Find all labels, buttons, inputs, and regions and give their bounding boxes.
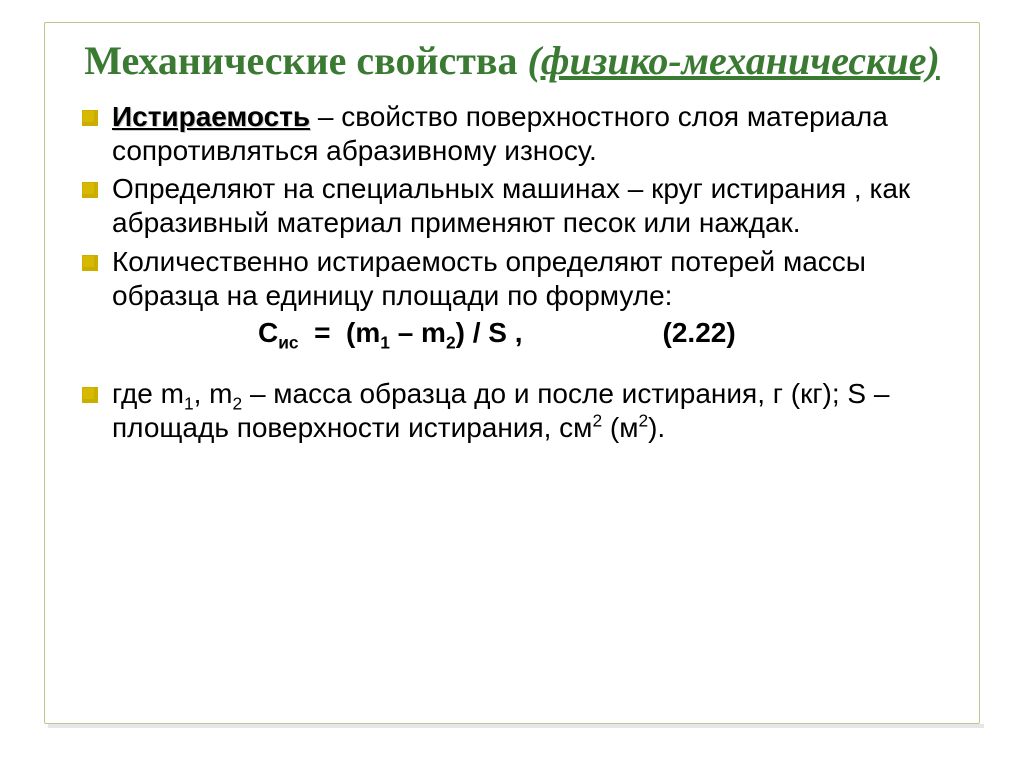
formula-rhs-sub1: 1 xyxy=(380,333,390,353)
formula-rhs-prefix: = (m xyxy=(299,317,381,348)
slide: Механические свойства (физико-механическ… xyxy=(0,0,1024,768)
term-istiraemost: Истираемость xyxy=(112,101,310,132)
frame-shadow xyxy=(48,724,984,728)
formula-rhs-mid: – m xyxy=(390,317,446,348)
formula-lhs: Сис xyxy=(258,317,299,349)
seg: , m xyxy=(194,378,233,409)
formula: Сис = (m1 – m2) / S , (2.22) xyxy=(258,317,956,349)
title-italic: (физико-механические) xyxy=(528,38,940,83)
list-item: Определяют на специальных машинах – круг… xyxy=(78,172,956,240)
sup: 2 xyxy=(592,411,602,431)
sub: 1 xyxy=(184,394,194,414)
sub: 2 xyxy=(233,394,243,414)
bullet-text: где m1, m2 – масса образца до и после ис… xyxy=(112,378,889,443)
formula-eq-number: (2.22) xyxy=(663,317,736,349)
formula-lhs-sub: ис xyxy=(278,333,298,353)
list-item: Истираемость – свойство поверхностного с… xyxy=(78,100,956,168)
bullet-list-2: где m1, m2 – масса образца до и после ис… xyxy=(78,377,956,445)
formula-lhs-base: С xyxy=(258,317,278,348)
bullet-text: Определяют на специальных машинах – круг… xyxy=(112,173,910,238)
sup: 2 xyxy=(638,411,648,431)
formula-rhs-suffix: ) / S , xyxy=(456,317,523,348)
slide-content: Истираемость – свойство поверхностного с… xyxy=(78,100,956,445)
bullet-list: Истираемость – свойство поверхностного с… xyxy=(78,100,956,313)
list-item: где m1, m2 – масса образца до и после ис… xyxy=(78,377,956,445)
bullet-text: Количественно истираемость определяют по… xyxy=(112,246,866,311)
spacer xyxy=(78,353,956,377)
list-item: Количественно истираемость определяют по… xyxy=(78,245,956,313)
seg: где m xyxy=(112,378,184,409)
formula-rhs-sub2: 2 xyxy=(446,333,456,353)
formula-rhs: = (m1 – m2) / S , xyxy=(299,317,523,349)
title-plain: Механические свойства xyxy=(84,38,527,83)
seg: ). xyxy=(648,412,665,443)
slide-title: Механические свойства (физико-механическ… xyxy=(54,38,970,84)
seg: (м xyxy=(602,412,638,443)
